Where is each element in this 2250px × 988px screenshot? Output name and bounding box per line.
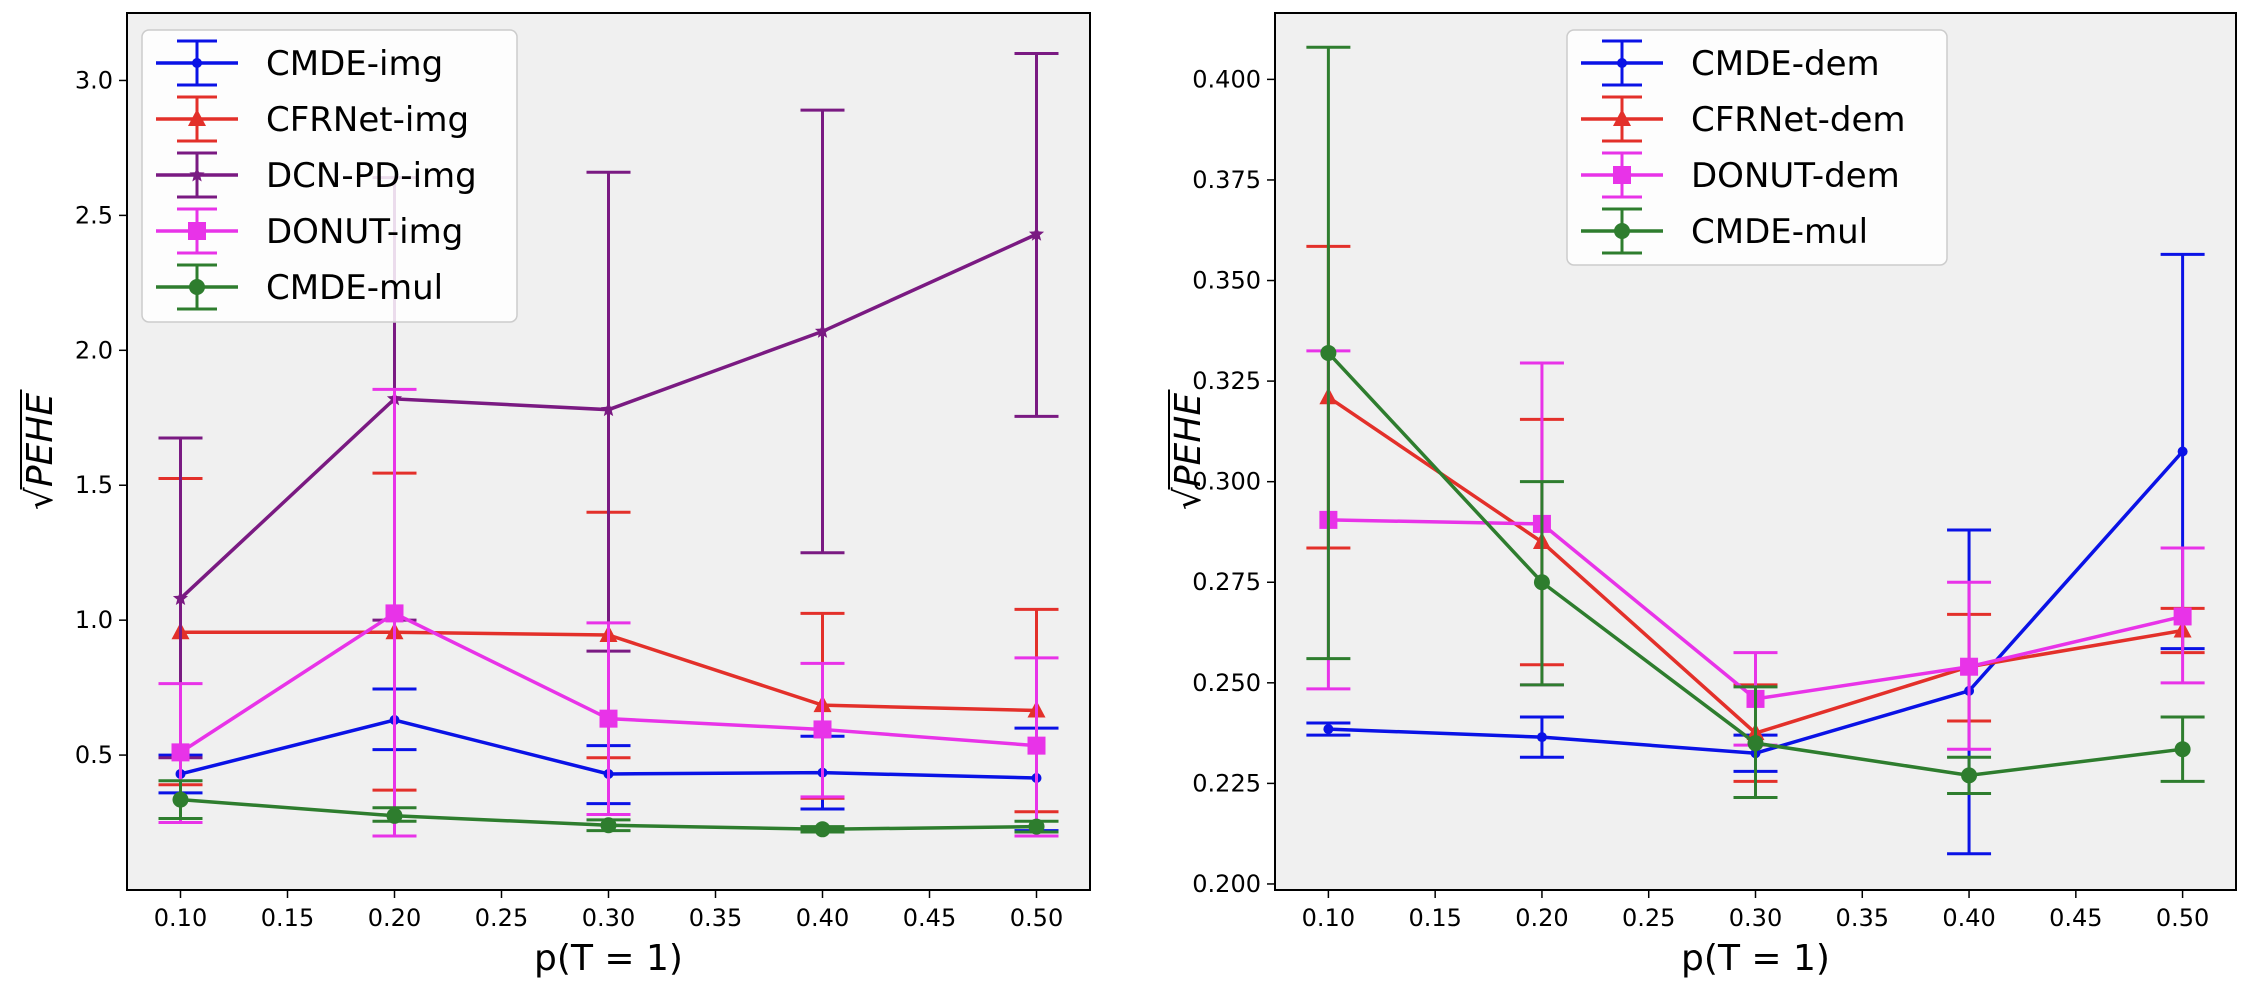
x-tick-label: 0.45 <box>2049 904 2102 932</box>
data-point <box>1533 574 1550 591</box>
y-tick-label: 2.5 <box>75 201 113 229</box>
x-tick-label: 0.15 <box>1408 904 1461 932</box>
axes-frame <box>1274 12 2237 891</box>
y-tick-label: 1.5 <box>75 471 113 499</box>
legend-swatch-marker <box>1613 109 1631 126</box>
data-point <box>1027 736 1046 755</box>
x-tick-label: 0.25 <box>475 904 528 932</box>
x-tick-label: 0.15 <box>261 904 314 932</box>
legend-label-dcn-pd-img: DCN-PD-img <box>266 156 477 196</box>
x-tick-label: 0.20 <box>368 904 421 932</box>
data-point <box>2177 446 2188 457</box>
legend-box <box>141 29 518 323</box>
x-tick-label: 0.40 <box>796 904 849 932</box>
legend: CMDE-dem CFRNet-dem DONUT-dem CMDE-mul <box>1566 29 1948 266</box>
data-point <box>813 720 832 739</box>
y-tick-label: 1.0 <box>75 606 113 634</box>
series-cmde-mul <box>158 779 1059 838</box>
legend-label-cmde-mul: CMDE-mul <box>266 268 443 308</box>
y-tick-label: 3.0 <box>75 66 113 94</box>
legend-swatch-marker <box>1614 223 1630 239</box>
data-point <box>1320 344 1337 361</box>
legend-label-cmde-mul: CMDE-mul <box>1691 212 1868 252</box>
legend-label-cmde-img: CMDE-img <box>266 44 443 84</box>
left-chart-panel: 0.10 0.15 0.20 0.25 0.30 0.35 0.40 0.45 0.50 0.5 1… <box>20 12 1091 979</box>
data-point <box>1960 657 1979 676</box>
legend-swatch-marker <box>1613 166 1631 184</box>
legend-swatch-marker <box>1617 58 1627 68</box>
data-point <box>599 709 618 728</box>
data-point <box>1028 226 1045 241</box>
data-point <box>600 401 617 417</box>
x-tick-label: 0.35 <box>1836 904 1889 932</box>
y-tick-label: 0.300 <box>1192 468 1261 496</box>
data-point <box>171 743 190 762</box>
y-tick-label: 0.250 <box>1192 669 1261 697</box>
data-point <box>2173 607 2192 626</box>
legend-label-cfrnet-dem: CFRNet-dem <box>1691 100 1906 140</box>
x-tick-label: 0.10 <box>1302 904 1355 932</box>
x-tick-label: 0.50 <box>2156 904 2209 932</box>
right-chart-panel: 0.10 0.15 0.20 0.25 0.30 0.35 0.40 0.45 0.50 0.20… <box>1168 12 2237 979</box>
axes-frame <box>126 12 1091 891</box>
data-point <box>386 807 403 824</box>
x-tick-label: 0.40 <box>1942 904 1995 932</box>
y-tick-label: 0.400 <box>1192 65 1261 93</box>
x-tick-label: 0.20 <box>1515 904 1568 932</box>
legend-label-donut-img: DONUT-img <box>266 212 463 252</box>
y-tick-label: 0.225 <box>1192 769 1261 797</box>
legend-swatch-marker <box>192 58 202 68</box>
y-axis-label: √PEHE <box>1168 393 1209 510</box>
legend-label-cmde-dem: CMDE-dem <box>1691 44 1880 84</box>
x-tick-label: 0.10 <box>154 904 207 932</box>
data-point <box>1323 724 1334 735</box>
legend-label-cfrnet-img: CFRNet-img <box>266 100 469 140</box>
series-donut-img <box>158 387 1059 838</box>
x-axis-label: p(T = 1) <box>1681 938 1830 979</box>
legend-swatch-marker <box>189 279 205 295</box>
x-axis-label: p(T = 1) <box>534 938 683 979</box>
legend-swatch-marker <box>188 222 206 240</box>
y-tick-label: 0.325 <box>1192 367 1261 395</box>
y-tick-label: 0.200 <box>1192 870 1261 898</box>
data-point <box>1536 732 1547 743</box>
x-tick-label: 0.35 <box>689 904 742 932</box>
data-point <box>172 791 189 808</box>
legend-swatch-marker <box>188 109 206 126</box>
y-tick-label: 0.375 <box>1192 166 1261 194</box>
legend-box <box>1566 29 1948 266</box>
y-tick-label: 0.5 <box>75 741 113 769</box>
data-point <box>385 604 404 623</box>
x-tick-label: 0.30 <box>582 904 635 932</box>
legend-label-donut-dem: DONUT-dem <box>1691 156 1900 196</box>
x-tick-label: 0.25 <box>1622 904 1675 932</box>
data-point <box>814 821 831 838</box>
data-point <box>1961 767 1978 784</box>
y-axis-label: √PEHE <box>20 393 61 510</box>
x-tick-label: 0.45 <box>903 904 956 932</box>
data-point <box>1747 735 1764 752</box>
x-tick-label: 0.30 <box>1729 904 1782 932</box>
data-point <box>1028 818 1045 835</box>
y-tick-label: 0.275 <box>1192 568 1261 596</box>
series-cmde-mul <box>1306 45 2205 799</box>
data-point <box>600 817 617 834</box>
data-point <box>172 590 189 605</box>
x-tick-label: 0.50 <box>1010 904 1063 932</box>
legend-swatch-marker <box>189 167 205 182</box>
y-tick-label: 2.0 <box>75 336 113 364</box>
data-point <box>814 323 831 338</box>
y-tick-label: 0.350 <box>1192 267 1261 295</box>
data-point <box>2174 741 2191 758</box>
legend: CMDE-img CFRNet-img DCN-PD-img DONUT-img CMD… <box>141 29 518 323</box>
